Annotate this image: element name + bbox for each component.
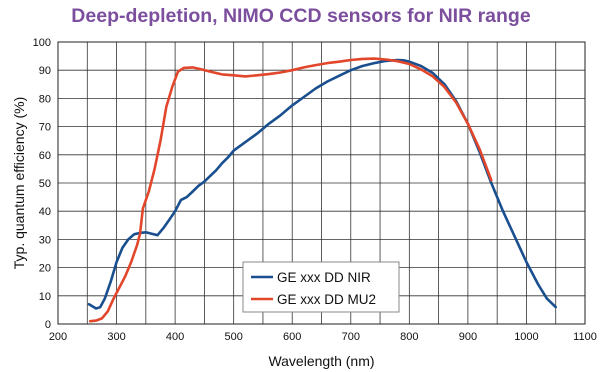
x-tick-label: 400 xyxy=(166,331,184,343)
y-tick-label: 20 xyxy=(39,263,51,275)
y-tick-label: 70 xyxy=(39,122,51,134)
y-tick-label: 100 xyxy=(33,37,51,49)
y-tick-label: 80 xyxy=(39,93,51,105)
x-tick-label: 800 xyxy=(400,331,418,343)
legend-label-mu2: GE xxx DD MU2 xyxy=(277,292,376,307)
x-tick-label: 700 xyxy=(342,331,360,343)
x-axis-title: Wavelength (nm) xyxy=(268,353,374,369)
plot-frame xyxy=(57,41,586,325)
x-tick-label: 900 xyxy=(459,331,477,343)
y-tick-label: 30 xyxy=(39,234,51,246)
y-tick-label: 40 xyxy=(39,206,51,218)
x-tick-label: 200 xyxy=(49,331,67,343)
x-tick-label: 500 xyxy=(224,331,242,343)
y-tick-label: 10 xyxy=(39,291,51,303)
series-line-mu2 xyxy=(88,57,493,323)
y-axis-title: Typ. quantum efficiency (%) xyxy=(11,97,27,269)
chart-title: Deep-depletion, NIMO CCD sensors for NIR… xyxy=(71,5,531,27)
y-axis-tick-labels: 0 10 20 30 40 50 60 70 80 90 100 xyxy=(33,37,51,331)
x-tick-label: 600 xyxy=(283,331,301,343)
y-tick-label: 0 xyxy=(45,319,51,331)
legend-box xyxy=(242,261,400,313)
x-axis-tick-labels: 200 300 400 500 600 700 800 900 1000 1100 xyxy=(49,331,597,343)
data-series xyxy=(87,57,557,323)
y-tick-label: 90 xyxy=(39,65,51,77)
x-tick-label: 1000 xyxy=(514,331,538,343)
legend-label-nir: GE xxx DD NIR xyxy=(277,270,371,285)
x-tick-label: 300 xyxy=(107,331,125,343)
x-tick-label: 1100 xyxy=(573,331,597,343)
y-tick-label: 50 xyxy=(39,178,51,190)
y-tick-label: 60 xyxy=(39,150,51,162)
legend: GE xxx DD NIR GE xxx DD MU2 xyxy=(242,261,400,313)
